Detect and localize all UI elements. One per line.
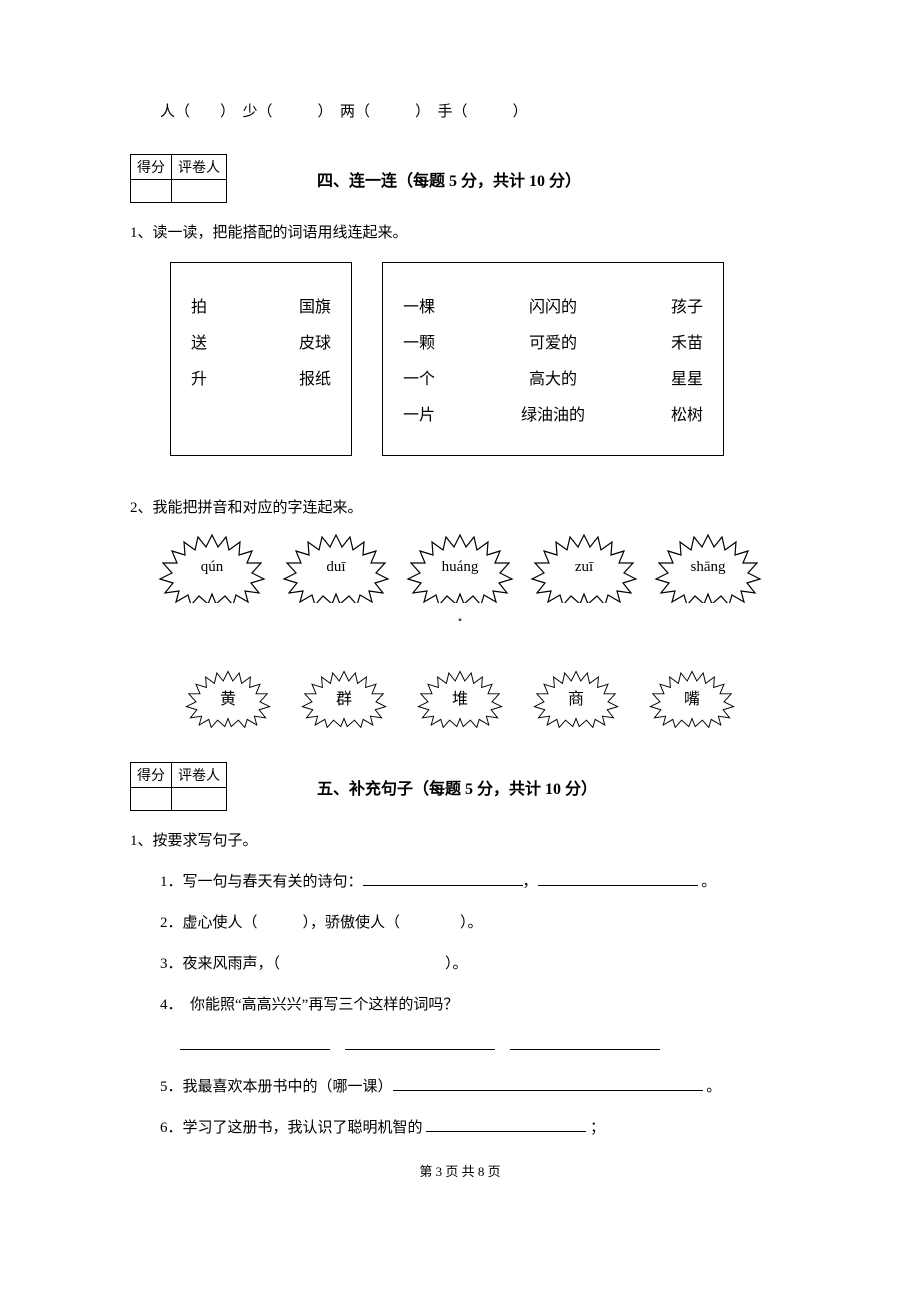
score-col-label: 得分 — [131, 155, 172, 180]
starburst-char: 商 — [528, 662, 624, 732]
match-b: 闪闪的 — [529, 293, 577, 317]
sentence-6-text: 6．学习了这册书，我认识了聪明机智的 — [160, 1120, 426, 1136]
match-c: 星星 — [671, 365, 703, 389]
semicolon: ； — [586, 1120, 605, 1136]
blank-line[interactable] — [345, 1035, 495, 1050]
sentence-5: 5．我最喜欢本册书中的（哪一课） 。 — [160, 1075, 790, 1096]
score-cell[interactable] — [131, 180, 172, 203]
match-b: 绿油油的 — [521, 401, 585, 425]
sentence-1: 1．写一句与春天有关的诗句： ， 。 — [160, 870, 790, 891]
match-a: 一颗 — [403, 329, 435, 353]
match-left: 拍 — [191, 293, 207, 317]
starburst-char: 嘴 — [644, 662, 740, 732]
match-a: 一棵 — [403, 293, 435, 317]
blank-line[interactable] — [393, 1076, 703, 1091]
match-right: 国旗 — [299, 293, 331, 317]
starburst-pinyin: qún — [152, 531, 272, 603]
section-4-q1: 1、读一读，把能搭配的词语用线连起来。 — [130, 221, 790, 242]
starburst-char: 堆 — [412, 662, 508, 732]
period: 。 — [703, 1079, 722, 1095]
match-right: 皮球 — [299, 329, 331, 353]
starburst-pinyin: duī — [276, 531, 396, 603]
blank-line[interactable] — [510, 1035, 660, 1050]
match-b: 高大的 — [529, 365, 577, 389]
section-4-title: 四、连一连（每题 5 分，共计 10 分） — [317, 167, 581, 191]
score-table: 得分 评卷人 — [130, 762, 227, 811]
match-row: 一颗 可爱的 禾苗 — [403, 329, 703, 353]
grader-col-label: 评卷人 — [172, 763, 227, 788]
match-box-2: 一棵 闪闪的 孩子 一颗 可爱的 禾苗 一个 高大的 星星 一片 绿油油的 松树 — [382, 262, 724, 456]
match-a: 一片 — [403, 401, 435, 425]
starburst-pinyin: shāng — [648, 531, 768, 603]
section-5-title: 五、补充句子（每题 5 分，共计 10 分） — [317, 775, 597, 799]
match-row: 送 皮球 — [191, 329, 331, 353]
match-c: 禾苗 — [671, 329, 703, 353]
char-text: 黄 — [220, 685, 236, 709]
char-text: 嘴 — [684, 685, 700, 709]
section-4-header: 得分 评卷人 四、连一连（每题 5 分，共计 10 分） — [130, 154, 790, 203]
match-a: 一个 — [403, 365, 435, 389]
center-dot-icon: ▪ — [130, 615, 790, 626]
sentence-6: 6．学习了这册书，我认识了聪明机智的 ； — [160, 1116, 790, 1137]
blank-line[interactable] — [180, 1035, 330, 1050]
sentence-5-text: 5．我最喜欢本册书中的（哪一课） — [160, 1079, 393, 1095]
score-col-label: 得分 — [131, 763, 172, 788]
match-box-1: 拍 国旗 送 皮球 升 报纸 — [170, 262, 352, 456]
pinyin-row: qún duī huáng zuī shāng — [130, 531, 790, 603]
score-table: 得分 评卷人 — [130, 154, 227, 203]
starburst-pinyin: zuī — [524, 531, 644, 603]
sentence-4: 4． 你能照“高高兴兴”再写三个这样的词吗？ — [160, 993, 790, 1014]
comma: ， — [523, 874, 538, 890]
blank-line[interactable] — [363, 871, 523, 886]
grader-col-label: 评卷人 — [172, 155, 227, 180]
match-left: 送 — [191, 329, 207, 353]
starburst-char: 黄 — [180, 662, 276, 732]
match-row: 一棵 闪闪的 孩子 — [403, 293, 703, 317]
sentence-2: 2．虚心使人（ ），骄傲使人（ ）。 — [160, 911, 790, 932]
char-text: 堆 — [452, 685, 468, 709]
match-container: 拍 国旗 送 皮球 升 报纸 一棵 闪闪的 孩子 一颗 可爱的 禾苗 — [170, 262, 790, 456]
grader-cell[interactable] — [172, 180, 227, 203]
blank-line[interactable] — [426, 1117, 586, 1132]
pinyin-text: duī — [326, 559, 345, 576]
sentence-4-blanks — [180, 1034, 790, 1055]
match-c: 孩子 — [671, 293, 703, 317]
section-5-header: 得分 评卷人 五、补充句子（每题 5 分，共计 10 分） — [130, 762, 790, 811]
match-row: 升 报纸 — [191, 365, 331, 389]
period: 。 — [698, 874, 717, 890]
fill-chars-line: 人（ ） 少（ ） 两（ ） 手（ ） — [160, 100, 790, 124]
char-text: 商 — [568, 685, 584, 709]
exam-page: 人（ ） 少（ ） 两（ ） 手（ ） 得分 评卷人 四、连一连（每题 5 分，… — [0, 0, 920, 1220]
blank-line[interactable] — [538, 871, 698, 886]
match-row: 拍 国旗 — [191, 293, 331, 317]
sentence-3: 3．夜来风雨声，（ ）。 — [160, 952, 790, 973]
sentence-1-text: 1．写一句与春天有关的诗句： — [160, 874, 363, 890]
match-left: 升 — [191, 365, 207, 389]
char-text: 群 — [336, 685, 352, 709]
match-c: 松树 — [671, 401, 703, 425]
page-footer: 第 3 页 共 8 页 — [130, 1161, 790, 1180]
starburst-char: 群 — [296, 662, 392, 732]
section-4-q2: 2、我能把拼音和对应的字连起来。 — [130, 496, 790, 517]
starburst-pinyin: huáng — [400, 531, 520, 603]
grader-cell[interactable] — [172, 788, 227, 811]
score-cell[interactable] — [131, 788, 172, 811]
match-b: 可爱的 — [529, 329, 577, 353]
pinyin-text: huáng — [442, 559, 479, 576]
match-right: 报纸 — [299, 365, 331, 389]
section-5-q1: 1、按要求写句子。 — [130, 829, 790, 850]
pinyin-text: qún — [201, 559, 224, 576]
match-row: 一个 高大的 星星 — [403, 365, 703, 389]
char-row: 黄 群 堆 商 嘴 — [130, 662, 790, 732]
match-row: 一片 绿油油的 松树 — [403, 401, 703, 425]
pinyin-text: shāng — [691, 559, 726, 576]
pinyin-text: zuī — [575, 559, 593, 576]
